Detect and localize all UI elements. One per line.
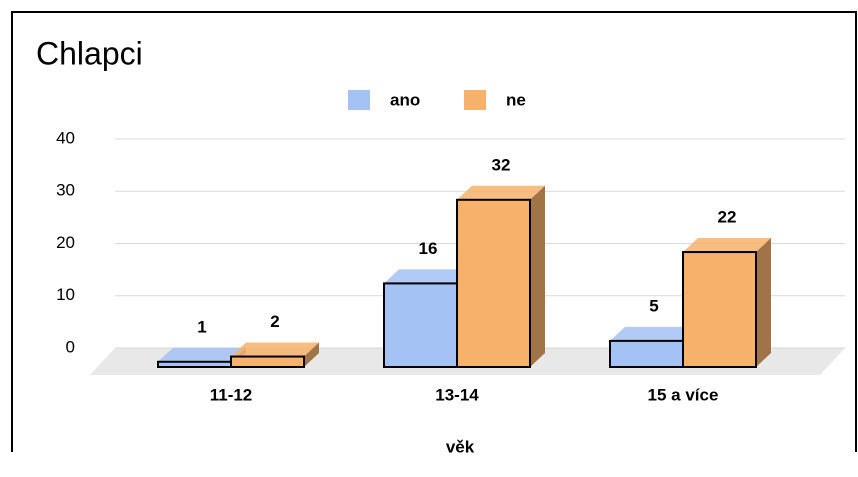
legend-swatch xyxy=(464,90,486,110)
bar xyxy=(456,198,531,368)
y-tick-label: 20 xyxy=(56,233,75,252)
bar-side xyxy=(530,185,545,367)
bar-side xyxy=(304,342,319,367)
data-label: 32 xyxy=(492,155,511,174)
legend-label: ne xyxy=(506,90,526,109)
bar-top xyxy=(231,342,319,357)
bar-top xyxy=(610,326,698,341)
bar-top xyxy=(384,269,472,284)
bar xyxy=(609,339,684,368)
bar xyxy=(230,355,305,368)
data-label: 5 xyxy=(649,296,658,315)
x-tick-label: 15 a více xyxy=(648,385,719,404)
bar-top xyxy=(683,238,771,253)
data-label: 1 xyxy=(197,317,206,336)
data-label: 2 xyxy=(270,312,279,331)
bar-top xyxy=(457,185,545,200)
x-tick-label: 13-14 xyxy=(435,385,479,404)
bar-top xyxy=(158,347,246,362)
legend-label: ano xyxy=(390,90,420,109)
y-tick-label: 30 xyxy=(56,181,75,200)
legend-swatch xyxy=(348,90,370,110)
x-axis-label: věk xyxy=(446,437,475,456)
data-label: 22 xyxy=(718,208,737,227)
data-label: 16 xyxy=(419,239,438,258)
bar xyxy=(157,360,232,368)
y-tick-label: 0 xyxy=(66,337,75,356)
bar xyxy=(682,251,757,368)
bar-side xyxy=(756,238,771,367)
y-tick-label: 10 xyxy=(56,285,75,304)
frame xyxy=(11,11,857,452)
x-tick-label: 11-12 xyxy=(210,385,253,404)
chart-title: Chlapci xyxy=(36,35,143,71)
y-tick-label: 40 xyxy=(56,128,75,147)
bar xyxy=(383,282,458,368)
